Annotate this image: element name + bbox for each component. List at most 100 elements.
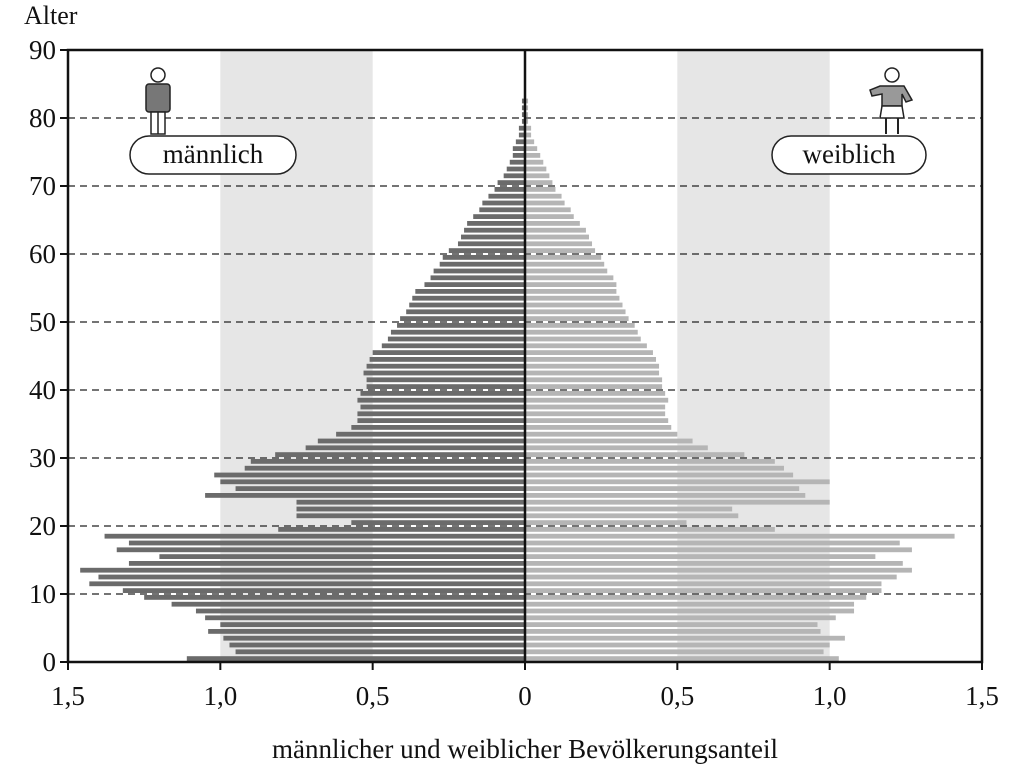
bar	[525, 479, 830, 485]
bar	[512, 153, 525, 158]
bar	[305, 445, 525, 451]
bar	[525, 608, 855, 614]
bar	[128, 561, 525, 566]
bar	[235, 486, 526, 491]
bar	[223, 635, 525, 641]
bar	[128, 540, 525, 546]
bar	[503, 173, 525, 179]
bar	[525, 397, 669, 403]
bar	[525, 98, 529, 104]
bar	[525, 370, 660, 376]
bar	[525, 261, 605, 267]
y-tick-label: 80	[29, 103, 56, 133]
bar	[525, 159, 544, 165]
bar	[479, 207, 525, 213]
bar	[397, 323, 525, 328]
bar	[525, 343, 647, 349]
bar	[525, 601, 855, 607]
bar	[525, 234, 589, 240]
bar	[366, 377, 525, 383]
bar	[525, 527, 775, 532]
bar	[525, 336, 641, 342]
bar	[521, 112, 525, 117]
bar	[98, 574, 525, 580]
bar	[506, 166, 525, 172]
bar	[467, 221, 525, 226]
bar	[122, 588, 525, 593]
bar	[525, 431, 678, 437]
bar	[525, 207, 571, 213]
y-tick-label: 40	[29, 375, 56, 405]
bar	[525, 316, 629, 321]
bar	[357, 397, 525, 403]
bar	[433, 268, 525, 274]
bar	[357, 418, 525, 423]
bar	[525, 499, 830, 505]
bar	[406, 309, 525, 315]
bar	[387, 336, 525, 342]
bar	[512, 146, 525, 151]
bar	[235, 649, 526, 655]
x-tick-label: 0,5	[660, 681, 694, 711]
bar	[400, 316, 525, 321]
bar	[525, 173, 550, 179]
bar	[521, 98, 525, 104]
x-tick-label: 0	[518, 681, 532, 711]
bars	[80, 98, 955, 661]
bar	[497, 180, 525, 185]
bar	[525, 547, 912, 553]
y-tick-label: 60	[29, 239, 56, 269]
bar	[525, 533, 955, 539]
bar	[296, 499, 525, 505]
bar	[296, 513, 525, 519]
female-icon	[869, 67, 914, 134]
bar	[525, 554, 876, 559]
x-tick-label: 1,0	[203, 681, 237, 711]
bar	[515, 139, 525, 145]
y-axis-label: Alter	[24, 1, 78, 30]
bar	[424, 282, 525, 287]
bar	[457, 241, 525, 247]
bar	[336, 431, 525, 437]
bar	[525, 323, 635, 328]
bar	[525, 119, 529, 124]
bar	[250, 459, 526, 464]
bar	[244, 465, 525, 471]
bar	[525, 132, 532, 138]
bar	[525, 561, 903, 566]
bar	[525, 513, 739, 519]
bar	[360, 391, 525, 396]
bar	[220, 622, 526, 627]
bar	[525, 404, 666, 410]
bar	[104, 533, 525, 539]
legend-box	[129, 135, 297, 175]
bar	[525, 363, 660, 369]
bar	[525, 452, 745, 457]
bar	[381, 343, 525, 349]
bar	[473, 214, 525, 219]
bar	[171, 601, 525, 607]
x-tick-label: 1,0	[813, 681, 847, 711]
bar	[509, 159, 525, 165]
x-tick-label: 1,5	[965, 681, 999, 711]
y-tick-label: 20	[29, 511, 56, 541]
bar	[525, 255, 602, 260]
bar	[464, 227, 525, 233]
legend-label: weiblich	[803, 139, 896, 169]
bar	[366, 384, 525, 389]
bar	[525, 268, 608, 274]
bar	[351, 425, 525, 430]
bar	[275, 452, 525, 457]
bar	[448, 248, 525, 253]
bar	[525, 275, 614, 281]
y-tick-label: 10	[29, 579, 56, 609]
bar	[525, 357, 657, 362]
bar	[525, 438, 693, 444]
bar	[525, 486, 800, 491]
bar	[525, 574, 897, 580]
bar	[525, 309, 626, 315]
bar	[525, 493, 806, 498]
bar	[525, 302, 623, 308]
y-tick-label: 0	[43, 647, 57, 677]
bar	[430, 275, 525, 281]
